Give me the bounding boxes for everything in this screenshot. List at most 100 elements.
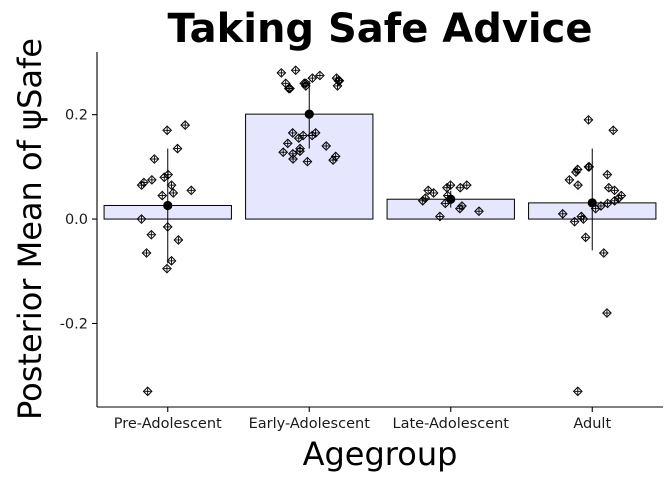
data-point: [276, 67, 287, 78]
y-tick-label: 0.0: [65, 212, 88, 228]
data-point-diamond: [569, 216, 580, 227]
data-point: [603, 182, 614, 193]
data-point-diamond: [321, 141, 332, 151]
data-point: [298, 130, 309, 141]
data-point: [136, 214, 147, 224]
data-point-diamond: [461, 180, 472, 191]
data-point-diamond: [442, 182, 452, 193]
data-point: [283, 83, 294, 94]
data-point-diamond: [290, 65, 301, 76]
data-point-diamond: [285, 83, 295, 94]
x-tick-label: Late-Adolescent: [393, 416, 510, 432]
data-point: [573, 180, 583, 191]
data-point-diamond: [572, 164, 583, 175]
data-point-diamond: [557, 208, 568, 219]
data-point-diamond: [310, 128, 321, 138]
data-point: [321, 141, 332, 151]
data-point-diamond: [283, 83, 294, 94]
data-point: [278, 147, 289, 158]
data-point: [596, 201, 606, 211]
data-point-diamond: [288, 154, 298, 164]
data-point: [474, 206, 484, 217]
data-point-diamond: [434, 211, 445, 222]
data-point: [583, 114, 594, 125]
data-point-diamond: [428, 188, 439, 198]
data-point: [314, 70, 325, 81]
plot-area: [103, 65, 657, 397]
data-point: [302, 156, 313, 167]
data-point: [334, 75, 345, 86]
x-tick-label: Early-Adolescent: [249, 416, 371, 432]
data-point-diamond: [142, 386, 153, 397]
data-point-diamond: [159, 172, 170, 183]
data-point: [166, 255, 177, 266]
data-point-diamond: [295, 146, 305, 157]
data-point-diamond: [146, 174, 157, 185]
x-tick-label: Adult: [573, 416, 611, 432]
data-point: [287, 128, 298, 138]
data-point-diamond: [583, 114, 594, 125]
data-point-diamond: [571, 167, 581, 177]
data-point: [149, 154, 160, 164]
data-point-diamond: [573, 180, 583, 191]
data-point-diamond: [302, 156, 313, 167]
data-point: [602, 308, 612, 318]
data-point-diamond: [162, 125, 173, 136]
data-point-diamond: [572, 386, 583, 397]
chart-title: Taking Safe Advice: [168, 6, 593, 52]
data-point-diamond: [276, 67, 287, 78]
data-point: [602, 198, 613, 209]
data-point-diamond: [172, 143, 183, 154]
data-point: [602, 169, 613, 180]
data-point-diamond: [166, 180, 177, 191]
data-point: [461, 180, 472, 191]
data-point-diamond: [474, 206, 484, 217]
data-point: [157, 190, 168, 201]
data-point: [598, 248, 609, 258]
data-point-diamond: [173, 235, 184, 245]
data-point-diamond: [603, 182, 614, 193]
data-point-diamond: [613, 193, 624, 204]
data-point: [571, 167, 581, 177]
data-point: [136, 180, 147, 191]
y-axis: 0.2 0.0 -0.2: [60, 108, 97, 332]
data-point: [569, 216, 580, 227]
data-point-diamond: [598, 248, 609, 258]
data-point: [423, 185, 434, 196]
data-point-diamond: [141, 248, 152, 258]
data-point: [580, 232, 591, 243]
data-point-diamond: [328, 155, 338, 165]
data-point-diamond: [602, 308, 612, 318]
data-point: [454, 203, 465, 214]
data-point-diamond: [282, 138, 293, 149]
data-point-diamond: [314, 70, 325, 81]
data-point: [146, 229, 157, 240]
data-point-diamond: [564, 174, 575, 185]
data-point: [564, 174, 575, 185]
data-point-diamond: [334, 75, 345, 86]
data-point: [578, 214, 589, 224]
mean-point: [304, 109, 314, 119]
data-point-diamond: [417, 195, 428, 206]
data-point-diamond: [445, 180, 456, 191]
y-tick-label: 0.2: [65, 108, 88, 124]
data-point: [141, 248, 152, 258]
data-point: [173, 235, 184, 245]
data-point: [162, 125, 173, 136]
mean-point: [446, 194, 456, 204]
data-point: [300, 78, 311, 89]
y-axis-title: Posterior Mean of ψSafe: [11, 38, 49, 420]
data-point-diamond: [583, 161, 594, 172]
data-point-diamond: [162, 263, 172, 274]
data-point-diamond: [166, 255, 177, 266]
data-point: [310, 128, 321, 138]
data-point-diamond: [136, 214, 147, 224]
data-point-diamond: [580, 232, 591, 243]
data-point: [609, 195, 620, 206]
data-point-diamond: [596, 201, 606, 211]
data-point-diamond: [330, 151, 341, 162]
data-point-diamond: [609, 195, 620, 206]
data-point: [146, 174, 157, 185]
data-point-diamond: [298, 130, 309, 141]
